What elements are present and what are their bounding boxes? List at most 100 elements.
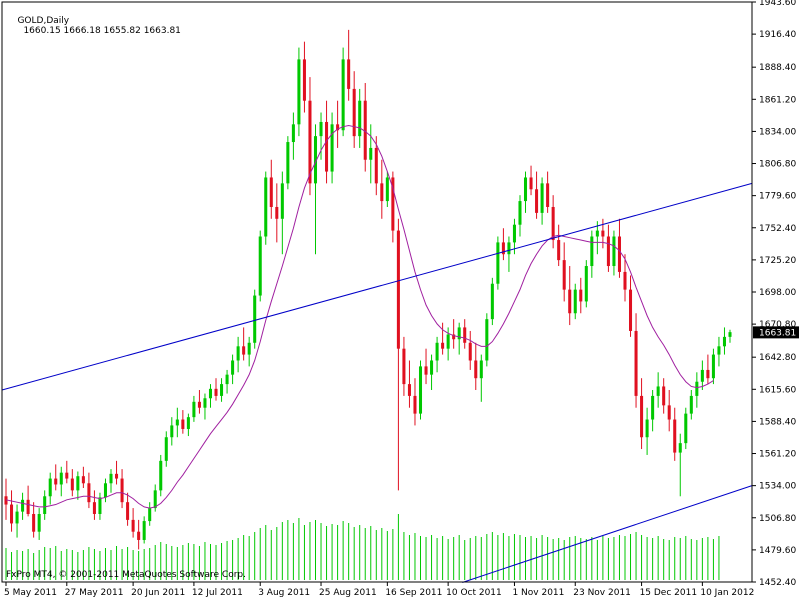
bear-candle-body <box>4 496 8 505</box>
bull-candle-body <box>678 443 682 453</box>
bear-candle-body <box>606 236 610 267</box>
bear-candle-body <box>347 59 351 89</box>
bull-candle-body <box>385 177 389 202</box>
x-tick-label: 27 May 2011 <box>65 588 124 598</box>
bull-candle-body <box>689 395 693 414</box>
y-tick-label: 1834.00 <box>759 127 796 137</box>
y-tick-label: 1534.00 <box>759 482 796 492</box>
moving-average-line <box>5 124 714 509</box>
bear-candle-body <box>501 242 505 255</box>
bull-candle-body <box>584 266 588 302</box>
y-tick-label: 1806.80 <box>759 160 796 170</box>
channel-upper-line <box>1 182 753 391</box>
bear-candle-body <box>706 369 710 379</box>
bear-candle-body <box>407 384 411 396</box>
bear-candle-body <box>529 177 533 190</box>
bull-candle-body <box>711 354 715 379</box>
bull-candle-body <box>717 346 721 355</box>
bull-candle-body <box>512 224 516 243</box>
bull-candle-body <box>164 437 168 461</box>
bear-candle-body <box>181 419 185 429</box>
bull-candle-body <box>507 242 511 255</box>
y-tick-label: 1888.40 <box>759 63 796 73</box>
y-tick-label: 1752.40 <box>759 224 796 234</box>
bull-candle-body <box>43 496 47 514</box>
bear-candle-body <box>242 346 246 355</box>
bear-candle-body <box>424 366 428 375</box>
bear-candle-body <box>673 419 677 453</box>
bear-candle-body <box>336 124 340 131</box>
bear-candle-body <box>275 206 279 219</box>
bear-candle-body <box>92 502 96 514</box>
bear-candle-body <box>617 236 621 272</box>
bear-candle-body <box>402 348 406 385</box>
bear-candle-body <box>363 100 367 160</box>
x-tick-label: 23 Nov 2011 <box>573 588 631 598</box>
bear-candle-body <box>65 472 69 479</box>
bull-candle-body <box>153 490 157 509</box>
x-tick-label: 25 Aug 2011 <box>319 588 377 598</box>
bull-candle-body <box>319 121 323 137</box>
bear-candle-body <box>26 499 30 514</box>
bear-candle-body <box>568 289 572 314</box>
bear-candle-body <box>391 177 395 231</box>
bear-candle-body <box>546 183 550 207</box>
bull-candle-body <box>192 401 196 418</box>
y-tick-label: 1452.40 <box>759 578 796 588</box>
y-tick-label: 1561.20 <box>759 450 796 460</box>
bear-candle-body <box>452 334 456 340</box>
current-price-box <box>753 326 799 339</box>
bull-candle-body <box>142 521 146 540</box>
bull-candle-body <box>48 478 52 497</box>
bull-candle-body <box>159 460 163 491</box>
bull-candle-body <box>595 230 599 237</box>
bull-candle-body <box>203 398 207 408</box>
bear-candle-body <box>380 183 384 202</box>
y-tick-label: 1725.20 <box>759 256 796 266</box>
y-tick-label: 1670.80 <box>759 320 796 330</box>
bear-candle-body <box>601 230 605 237</box>
bear-candle-body <box>579 289 583 302</box>
bear-candle-body <box>54 478 58 485</box>
bull-candle-body <box>722 336 726 347</box>
bull-candle-body <box>341 59 345 131</box>
symbol-label: GOLD,Daily <box>17 16 70 26</box>
y-tick-label: 1943.60 <box>759 0 796 8</box>
bear-candle-body <box>562 260 566 290</box>
current-price-label: 1663.81 <box>759 328 796 338</box>
bear-candle-body <box>308 100 312 184</box>
bull-candle-body <box>358 100 362 137</box>
x-tick-label: 12 Jul 2011 <box>192 588 243 598</box>
bull-candle-body <box>313 136 318 184</box>
y-tick-label: 1861.20 <box>759 95 796 105</box>
bull-candle-body <box>225 374 229 385</box>
bull-candle-body <box>369 147 373 160</box>
bear-candle-body <box>474 360 478 379</box>
bull-candle-body <box>98 497 102 514</box>
bear-candle-body <box>463 327 467 343</box>
x-tick-label: 3 Aug 2011 <box>258 588 310 598</box>
bear-candle-body <box>81 476 85 484</box>
bull-candle-body <box>700 369 704 382</box>
y-tick-label: 1615.60 <box>759 385 796 395</box>
bear-candle-body <box>126 502 130 520</box>
bear-candle-body <box>634 330 638 396</box>
x-tick-label: 10 Oct 2011 <box>446 588 502 598</box>
bull-candle-body <box>103 483 108 498</box>
x-tick-label: 5 May 2011 <box>4 588 57 598</box>
bear-candle-body <box>468 342 472 361</box>
bull-candle-body <box>258 236 262 296</box>
bull-candle-body <box>231 360 235 375</box>
bull-candle-body <box>430 360 434 375</box>
bull-candle-body <box>247 342 251 355</box>
x-tick-label: 16 Sep 2011 <box>385 588 442 598</box>
bull-candle-body <box>612 236 616 267</box>
x-tick-label: 15 Dec 2011 <box>640 588 698 598</box>
bull-candle-body <box>645 419 649 438</box>
bull-candle-body <box>291 124 295 143</box>
bull-candle-body <box>728 332 732 337</box>
bull-candle-body <box>37 513 41 532</box>
bull-candle-body <box>175 419 179 426</box>
